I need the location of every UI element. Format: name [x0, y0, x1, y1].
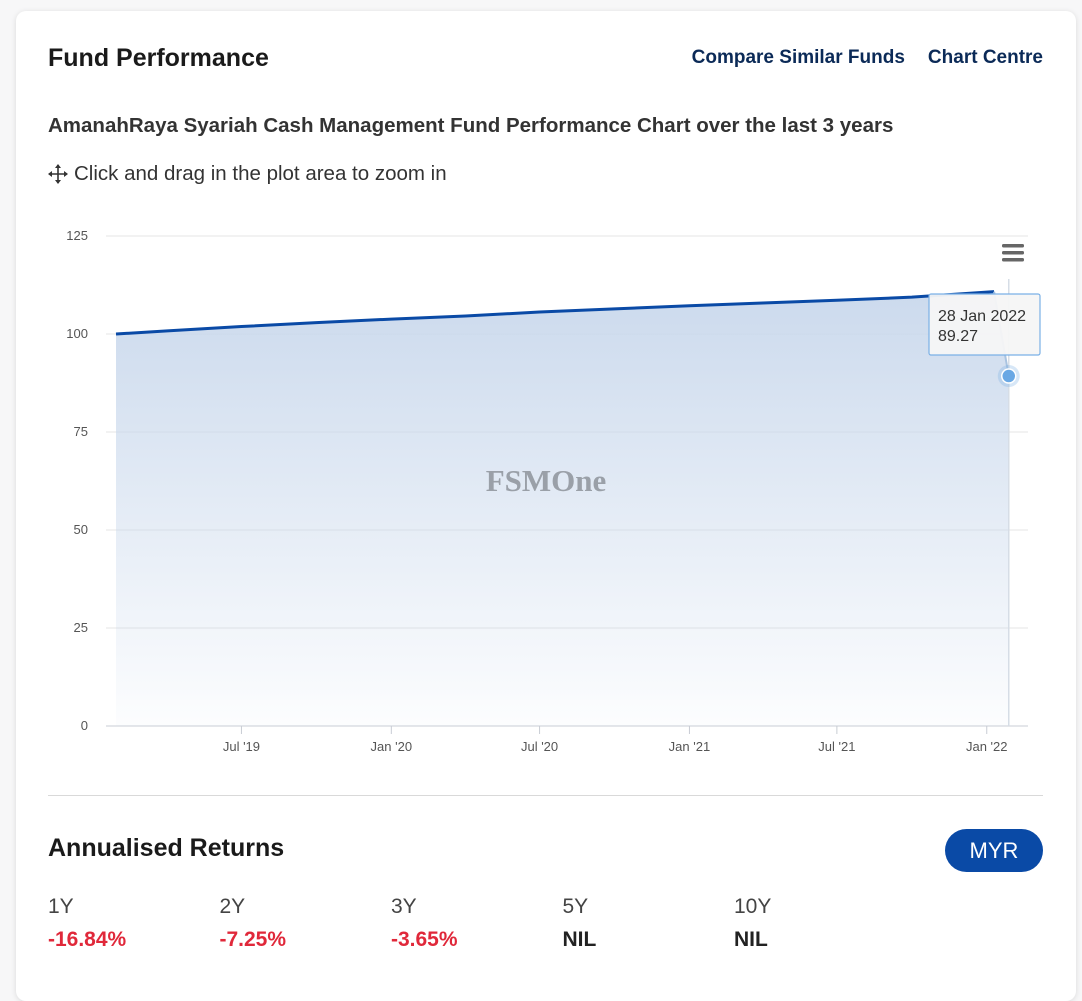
- return-period: 2Y: [219, 895, 246, 918]
- chart-menu-icon[interactable]: [999, 241, 1027, 265]
- data-point: [538, 311, 541, 314]
- move-arrows-icon: [48, 164, 68, 184]
- return-item: 1Y -16.84%: [48, 895, 220, 952]
- x-tick-label: Jan '22: [966, 739, 1008, 754]
- data-point: [464, 314, 467, 317]
- y-tick-label: 25: [74, 620, 88, 635]
- chart-title: AmanahRaya Syariah Cash Management Fund …: [48, 114, 894, 137]
- annualised-returns-title: Annualised Returns: [48, 834, 285, 862]
- data-point: [688, 304, 691, 307]
- currency-toggle-button[interactable]: MYR: [945, 829, 1043, 872]
- section-divider: [48, 795, 1043, 796]
- return-value: -3.65%: [391, 928, 458, 951]
- x-tick-label: Jan '20: [371, 739, 413, 754]
- x-tick-label: Jul '21: [818, 739, 855, 754]
- hover-point: [1000, 368, 1017, 384]
- y-tick-label: 0: [81, 718, 88, 733]
- tooltip: 28 Jan 2022 89.27: [928, 293, 1041, 356]
- return-period: 10Y: [734, 895, 772, 918]
- return-value: NIL: [734, 928, 768, 951]
- data-point: [613, 307, 616, 310]
- zoom-hint: Click and drag in the plot area to zoom …: [48, 162, 447, 186]
- x-tick-label: Jul '19: [223, 739, 260, 754]
- y-tick-label: 125: [66, 228, 88, 243]
- zoom-hint-text: Click and drag in the plot area to zoom …: [74, 162, 447, 185]
- return-period: 5Y: [562, 895, 589, 918]
- y-tick-label: 100: [66, 326, 88, 341]
- return-item: 3Y -3.65%: [391, 895, 563, 952]
- header-links: Compare Similar Funds Chart Centre: [692, 47, 1043, 69]
- data-point: [910, 296, 913, 299]
- return-item: 10Y NIL: [734, 895, 906, 952]
- series-line: [115, 290, 995, 336]
- fund-performance-card: Fund Performance Compare Similar Funds C…: [16, 11, 1076, 1001]
- return-value: -7.25%: [219, 928, 287, 951]
- data-point: [115, 333, 118, 336]
- data-point: [240, 325, 243, 328]
- y-tick-label: 75: [74, 424, 88, 439]
- tooltip-date: 28 Jan 2022: [938, 308, 1026, 325]
- watermark-logo: FSMOne: [486, 463, 607, 498]
- return-item: 5Y NIL: [563, 895, 735, 952]
- returns-row: 1Y -16.84% 2Y -7.25% 3Y -3.65% 5Y NIL 10Y NIL: [48, 895, 906, 952]
- x-tick-label: Jan '21: [669, 739, 711, 754]
- return-item: 2Y -7.25%: [220, 895, 392, 952]
- page-title: Fund Performance: [48, 44, 269, 72]
- data-point: [315, 321, 318, 324]
- compare-similar-funds-link[interactable]: Compare Similar Funds: [691, 47, 905, 68]
- y-tick-label: 50: [74, 522, 88, 537]
- data-point: [390, 318, 393, 321]
- chart-centre-link[interactable]: Chart Centre: [927, 47, 1043, 68]
- return-period: 1Y: [48, 895, 74, 918]
- data-point: [835, 299, 838, 302]
- data-point: [761, 302, 764, 305]
- data-point: [993, 290, 996, 293]
- return-period: 3Y: [391, 895, 417, 918]
- performance-chart[interactable]: FSMOne 0 25 50 75 100 125 Jul '19 Jan '20 Jul '2…: [16, 11, 1076, 791]
- tooltip-value: 89.27: [938, 328, 978, 345]
- return-value: -16.84%: [48, 928, 127, 951]
- return-value: NIL: [562, 928, 597, 951]
- series-area: [116, 291, 1009, 726]
- data-point: [166, 329, 169, 332]
- x-tick-label: Jul '20: [521, 739, 558, 754]
- tooltip-box: [928, 293, 1041, 356]
